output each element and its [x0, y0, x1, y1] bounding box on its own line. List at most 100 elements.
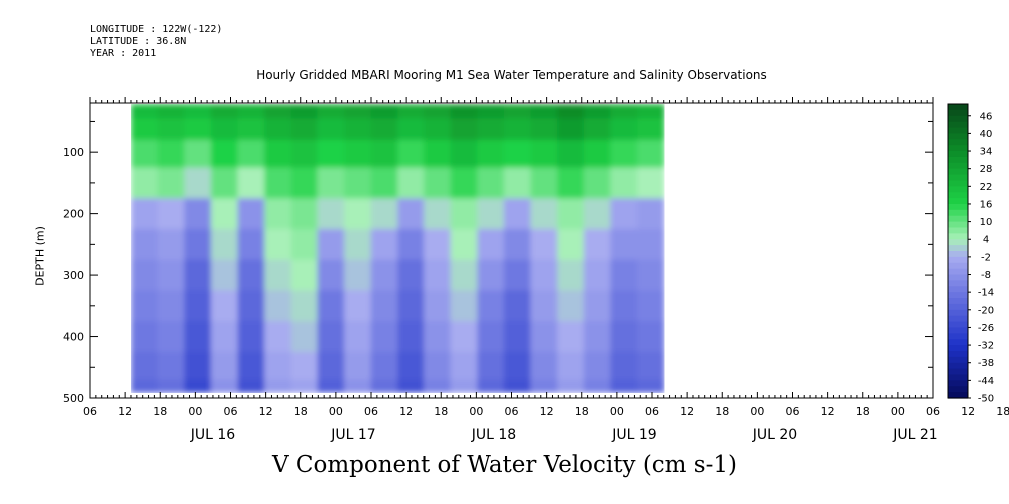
x-tick-label: 18 — [434, 405, 448, 418]
heatmap-cell — [317, 379, 345, 393]
colorbar-swatch — [948, 239, 968, 246]
colorbar-label: -38 — [978, 358, 994, 369]
heatmap-cell — [184, 139, 212, 169]
heatmap-cell — [503, 139, 532, 169]
heatmap-cell — [477, 139, 505, 169]
heatmap-cell — [424, 229, 452, 261]
heatmap-cell — [450, 167, 478, 199]
colorbar-label: -20 — [978, 305, 994, 316]
heatmap-cell — [557, 259, 585, 292]
colorbar-swatch — [948, 303, 968, 311]
heatmap-cell — [344, 139, 372, 169]
x-tick-label: 06 — [645, 405, 659, 418]
colorbar-swatch — [948, 203, 968, 211]
colorbar-swatch — [948, 121, 968, 129]
x-day-label: JUL 18 — [471, 427, 516, 443]
colorbar-swatch — [948, 315, 968, 323]
colorbar-swatch — [948, 162, 968, 170]
heatmap-cell — [184, 229, 212, 261]
x-tick-label: 12 — [399, 405, 413, 418]
y-axis: 100 200 300 400 500 — [63, 120, 933, 405]
heatmap-cell — [131, 379, 159, 393]
heatmap-cell — [424, 321, 452, 353]
heatmap-cell — [530, 198, 558, 230]
x-tick-label: 00 — [750, 405, 764, 418]
colorbar-swatch — [948, 368, 968, 376]
heatmap-cell — [131, 229, 159, 261]
heatmap-cell — [344, 321, 372, 353]
heatmap-cell — [344, 290, 372, 322]
colorbar-swatch — [948, 298, 968, 305]
heatmap-cell — [637, 229, 665, 261]
heatmap-cell — [477, 259, 505, 292]
heatmap-cell — [424, 139, 452, 169]
heatmap-cell — [237, 167, 265, 199]
colorbar-label: -8 — [981, 270, 991, 281]
heatmap-cell — [290, 139, 319, 169]
heatmap-cell — [210, 259, 239, 292]
heatmap-cell — [530, 118, 558, 141]
x-tick-label: 00 — [469, 405, 483, 418]
heatmap-cell — [583, 198, 612, 230]
heatmap-cell — [450, 290, 478, 322]
heatmap-cell — [477, 379, 505, 393]
heatmap-cell — [450, 259, 478, 292]
heatmap-cell — [184, 321, 212, 353]
heatmap-cell — [583, 118, 612, 141]
y-tick-label: 500 — [63, 392, 84, 405]
heatmap-cell — [557, 104, 585, 120]
heatmap-cell — [210, 379, 239, 393]
heatmap-cell — [503, 379, 532, 393]
heatmap-field — [131, 104, 665, 393]
heatmap-cell — [610, 198, 638, 230]
x-tick-label: 12 — [680, 405, 694, 418]
heatmap-cell — [424, 290, 452, 322]
heatmap-cell — [637, 167, 665, 199]
colorbar-label: 10 — [980, 217, 993, 228]
x-day-label: JUL 21 — [892, 427, 937, 443]
heatmap-cell — [397, 229, 425, 261]
heatmap-cell — [450, 139, 478, 169]
heatmap-cell — [210, 321, 239, 353]
heatmap-cell — [290, 198, 319, 230]
colorbar-swatch — [948, 268, 968, 276]
colorbar-label: -50 — [978, 394, 994, 405]
colorbar-swatch — [948, 186, 968, 193]
heatmap-cell — [131, 118, 159, 141]
heatmap-cell — [317, 351, 345, 381]
heatmap-cell — [317, 139, 345, 169]
heatmap-cell — [264, 167, 292, 199]
heatmap-cell — [370, 167, 399, 199]
heatmap-cell — [290, 229, 319, 261]
colorbar-label: -32 — [978, 341, 994, 352]
heatmap-cell — [637, 321, 665, 353]
heatmap-cell — [583, 229, 612, 261]
heatmap-cell — [530, 259, 558, 292]
heatmap-cell — [397, 118, 425, 141]
longitude-label: LONGITUDE : 122W(-122) — [90, 24, 223, 35]
x-tick-label: 00 — [329, 405, 343, 418]
colorbar-swatch — [948, 251, 968, 258]
heatmap-cell — [557, 379, 585, 393]
heatmap-cell — [317, 290, 345, 322]
heatmap-cell — [477, 167, 505, 199]
heatmap-cell — [557, 198, 585, 230]
heatmap-cell — [184, 167, 212, 199]
colorbar-frame — [947, 103, 969, 399]
heatmap-cell — [157, 118, 185, 141]
colorbar-swatch — [948, 386, 968, 393]
colorbar-swatch — [948, 151, 968, 158]
heatmap-cell — [131, 321, 159, 353]
heatmap-cell — [157, 104, 185, 120]
heatmap-cell — [264, 118, 292, 141]
colorbar-swatch — [948, 309, 968, 317]
x-tick-label: 06 — [224, 405, 238, 418]
heatmap-cell — [477, 104, 505, 120]
heatmap-cell — [530, 321, 558, 353]
colorbar-swatch — [948, 245, 968, 252]
x-tick-label: 18 — [996, 405, 1009, 418]
heatmap-cell — [370, 139, 399, 169]
heatmap-cell — [264, 321, 292, 353]
colorbar-label: -14 — [978, 288, 994, 299]
heatmap-cell — [210, 198, 239, 230]
